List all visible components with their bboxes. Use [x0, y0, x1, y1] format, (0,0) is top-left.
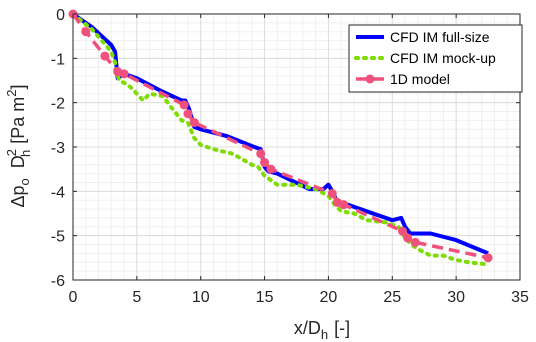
y-tick-label: -4 [51, 184, 65, 201]
data-point-1d-model [327, 189, 337, 199]
data-point-1d-model [81, 27, 91, 37]
tick-marks [72, 13, 521, 281]
data-point-1d-model [398, 226, 408, 236]
x-axis-label-sub: h [321, 327, 328, 342]
y-axis-label-d: D [8, 155, 28, 168]
data-point-1d-model [403, 233, 413, 243]
data-point-1d-model [100, 51, 110, 61]
y-axis-label-unit-sup: 2 [4, 90, 19, 97]
data-point-1d-model [339, 200, 349, 210]
x-tick-label: 15 [256, 289, 274, 306]
data-point-1d-model [410, 237, 420, 247]
x-tick-label: 20 [320, 289, 338, 306]
data-point-1d-model [256, 149, 266, 159]
series-layer [68, 9, 493, 267]
y-tick-label: -2 [51, 96, 65, 113]
data-point-1d-model [260, 158, 270, 168]
y-axis-label-d-sup: 2 [4, 149, 19, 156]
y-tick-label: -3 [51, 140, 65, 157]
y-tick-labels: 0 -1 -2 -3 -4 -5 -6 [51, 7, 65, 290]
data-point-1d-model [189, 118, 199, 128]
data-point-1d-model [179, 100, 189, 110]
legend: CFD IM full-size CFD IM mock-up 1D model [348, 24, 523, 93]
data-point-1d-model [483, 253, 493, 263]
x-tick-label: 10 [192, 289, 210, 306]
x-axis-label-main: x/D [294, 318, 321, 338]
y-tick-label: -1 [51, 51, 65, 68]
data-point-1d-model [119, 69, 129, 79]
y-tick-label: -6 [51, 273, 65, 290]
y-axis-label-unit: [Pa m [8, 97, 28, 144]
y-axis-label: ΔpoD2h[Pa m2] [4, 84, 33, 207]
legend-marker-1d-model [365, 74, 375, 84]
x-axis-label: x/Dh [-] [294, 318, 350, 342]
y-axis-label-delta: Δp [8, 185, 28, 207]
y-axis-label-unit-end: ] [8, 84, 28, 89]
x-tick-label: 35 [511, 289, 529, 306]
series-line-mock-up [71, 12, 491, 267]
y-axis-label-d-sub: h [18, 150, 33, 157]
x-axis-label-unit: [-] [334, 318, 350, 338]
data-point-1d-model [266, 164, 276, 174]
x-tick-label: 25 [383, 289, 401, 306]
y-tick-label: -5 [51, 229, 65, 246]
legend-label-mock-up: CFD IM mock-up [390, 50, 496, 66]
legend-label-1d-model: 1D model [390, 71, 450, 87]
x-tick-label: 5 [132, 289, 141, 306]
x-tick-labels: 0 5 10 15 20 25 30 35 [69, 289, 529, 306]
data-point-1d-model [183, 109, 193, 119]
x-tick-label: 30 [447, 289, 465, 306]
y-tick-label: 0 [56, 7, 65, 24]
x-tick-label: 0 [69, 289, 78, 306]
legend-label-full-size: CFD IM full-size [390, 29, 490, 45]
y-axis-label-p-sub: o [17, 178, 32, 185]
